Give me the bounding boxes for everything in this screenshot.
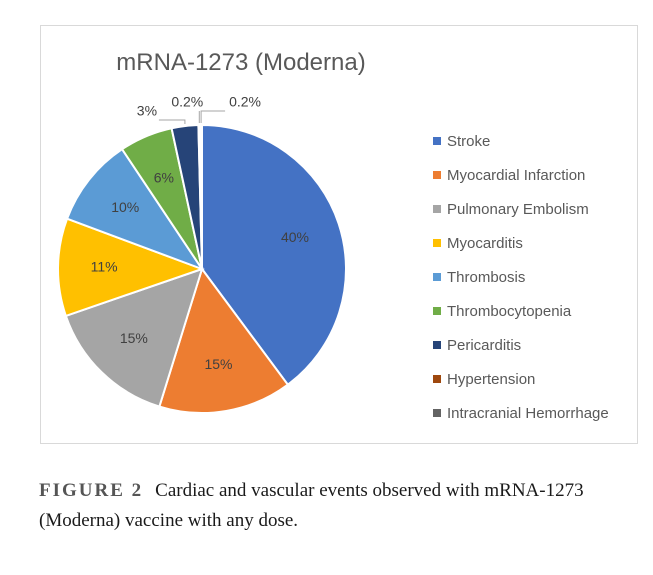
legend-label: Thrombosis (447, 268, 526, 286)
legend-item: Myocarditis (433, 226, 609, 260)
pie-slice-myocarditis (57, 217, 205, 318)
slice-label-pulmonary-embolism: 15% (120, 330, 148, 346)
legend-swatch (433, 341, 441, 349)
legend-swatch (433, 307, 441, 315)
slice-label-thrombocytopenia: 6% (154, 170, 174, 186)
chart-title: mRNA-1273 (Moderna) (116, 49, 366, 76)
pie-slice-stroke (201, 123, 347, 387)
legend-label: Hypertension (447, 370, 536, 388)
legend-item: Pulmonary Embolism (433, 192, 609, 226)
slice-label-pericarditis: 3% (137, 103, 157, 119)
legend-item: Thrombosis (433, 260, 609, 294)
legend-swatch (433, 375, 441, 383)
slice-label-intracranial-hemorrhage: 0.2% (229, 94, 261, 110)
legend-label: Myocarditis (447, 234, 523, 252)
legend-label: Stroke (447, 132, 491, 150)
caption-text: Cardiac and vascular events observed wit… (39, 480, 584, 531)
legend-item: Pericarditis (433, 328, 609, 362)
pie-slice-pulmonary-embolism (64, 267, 204, 408)
pie-chart: 40% 15% 15% 11% 10% 6% 3% 0.2% 0.2% (57, 94, 347, 414)
legend-label: Pericarditis (447, 336, 522, 354)
legend-swatch (433, 205, 441, 213)
slice-label-myocardial-infarction: 15% (204, 356, 232, 372)
legend-item: Thrombocytopenia (433, 294, 609, 328)
legend-label: Myocardial Infarction (447, 166, 586, 184)
legend-item: Myocardial Infarction (433, 158, 609, 192)
legend-swatch (433, 239, 441, 247)
leader-line (158, 119, 186, 125)
chart-legend: Stroke Myocardial Infarction Pulmonary Emb… (433, 124, 609, 430)
legend-swatch (433, 409, 441, 417)
legend-swatch (433, 137, 441, 145)
chart-frame: mRNA-1273 (Moderna) 40% 15% 15% 11% 10% 6% 3% 0… (40, 25, 638, 444)
slice-label-stroke: 40% (281, 229, 309, 245)
leader-line (200, 110, 226, 124)
figure-caption: FIGURE 2 Cardiac and vascular events obse… (39, 476, 639, 536)
legend-item: Stroke (433, 124, 609, 158)
pie-slice-intracranial-hemorrhage (199, 123, 203, 270)
figure-label: FIGURE 2 (39, 480, 144, 501)
legend-swatch (433, 171, 441, 179)
legend-label: Intracranial Hemorrhage (447, 404, 609, 422)
slice-label-hypertension: 0.2% (171, 94, 203, 110)
legend-label: Thrombocytopenia (447, 302, 572, 320)
slice-label-myocarditis: 11% (91, 258, 118, 274)
slice-label-thrombosis: 10% (111, 199, 139, 215)
pie-slice-thrombosis (65, 147, 205, 272)
legend-item: Intracranial Hemorrhage (433, 396, 609, 430)
legend-swatch (433, 273, 441, 281)
legend-item: Hypertension (433, 362, 609, 396)
legend-label: Pulmonary Embolism (447, 200, 589, 218)
